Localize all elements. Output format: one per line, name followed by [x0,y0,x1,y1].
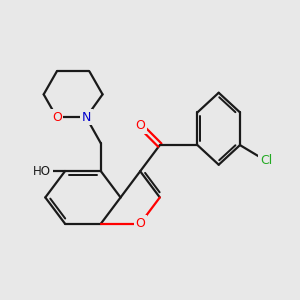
Text: Cl: Cl [260,154,272,167]
Text: O: O [135,217,145,230]
Text: N: N [82,111,91,124]
Text: HO: HO [33,165,51,178]
Text: O: O [52,111,62,124]
Text: O: O [135,119,145,132]
